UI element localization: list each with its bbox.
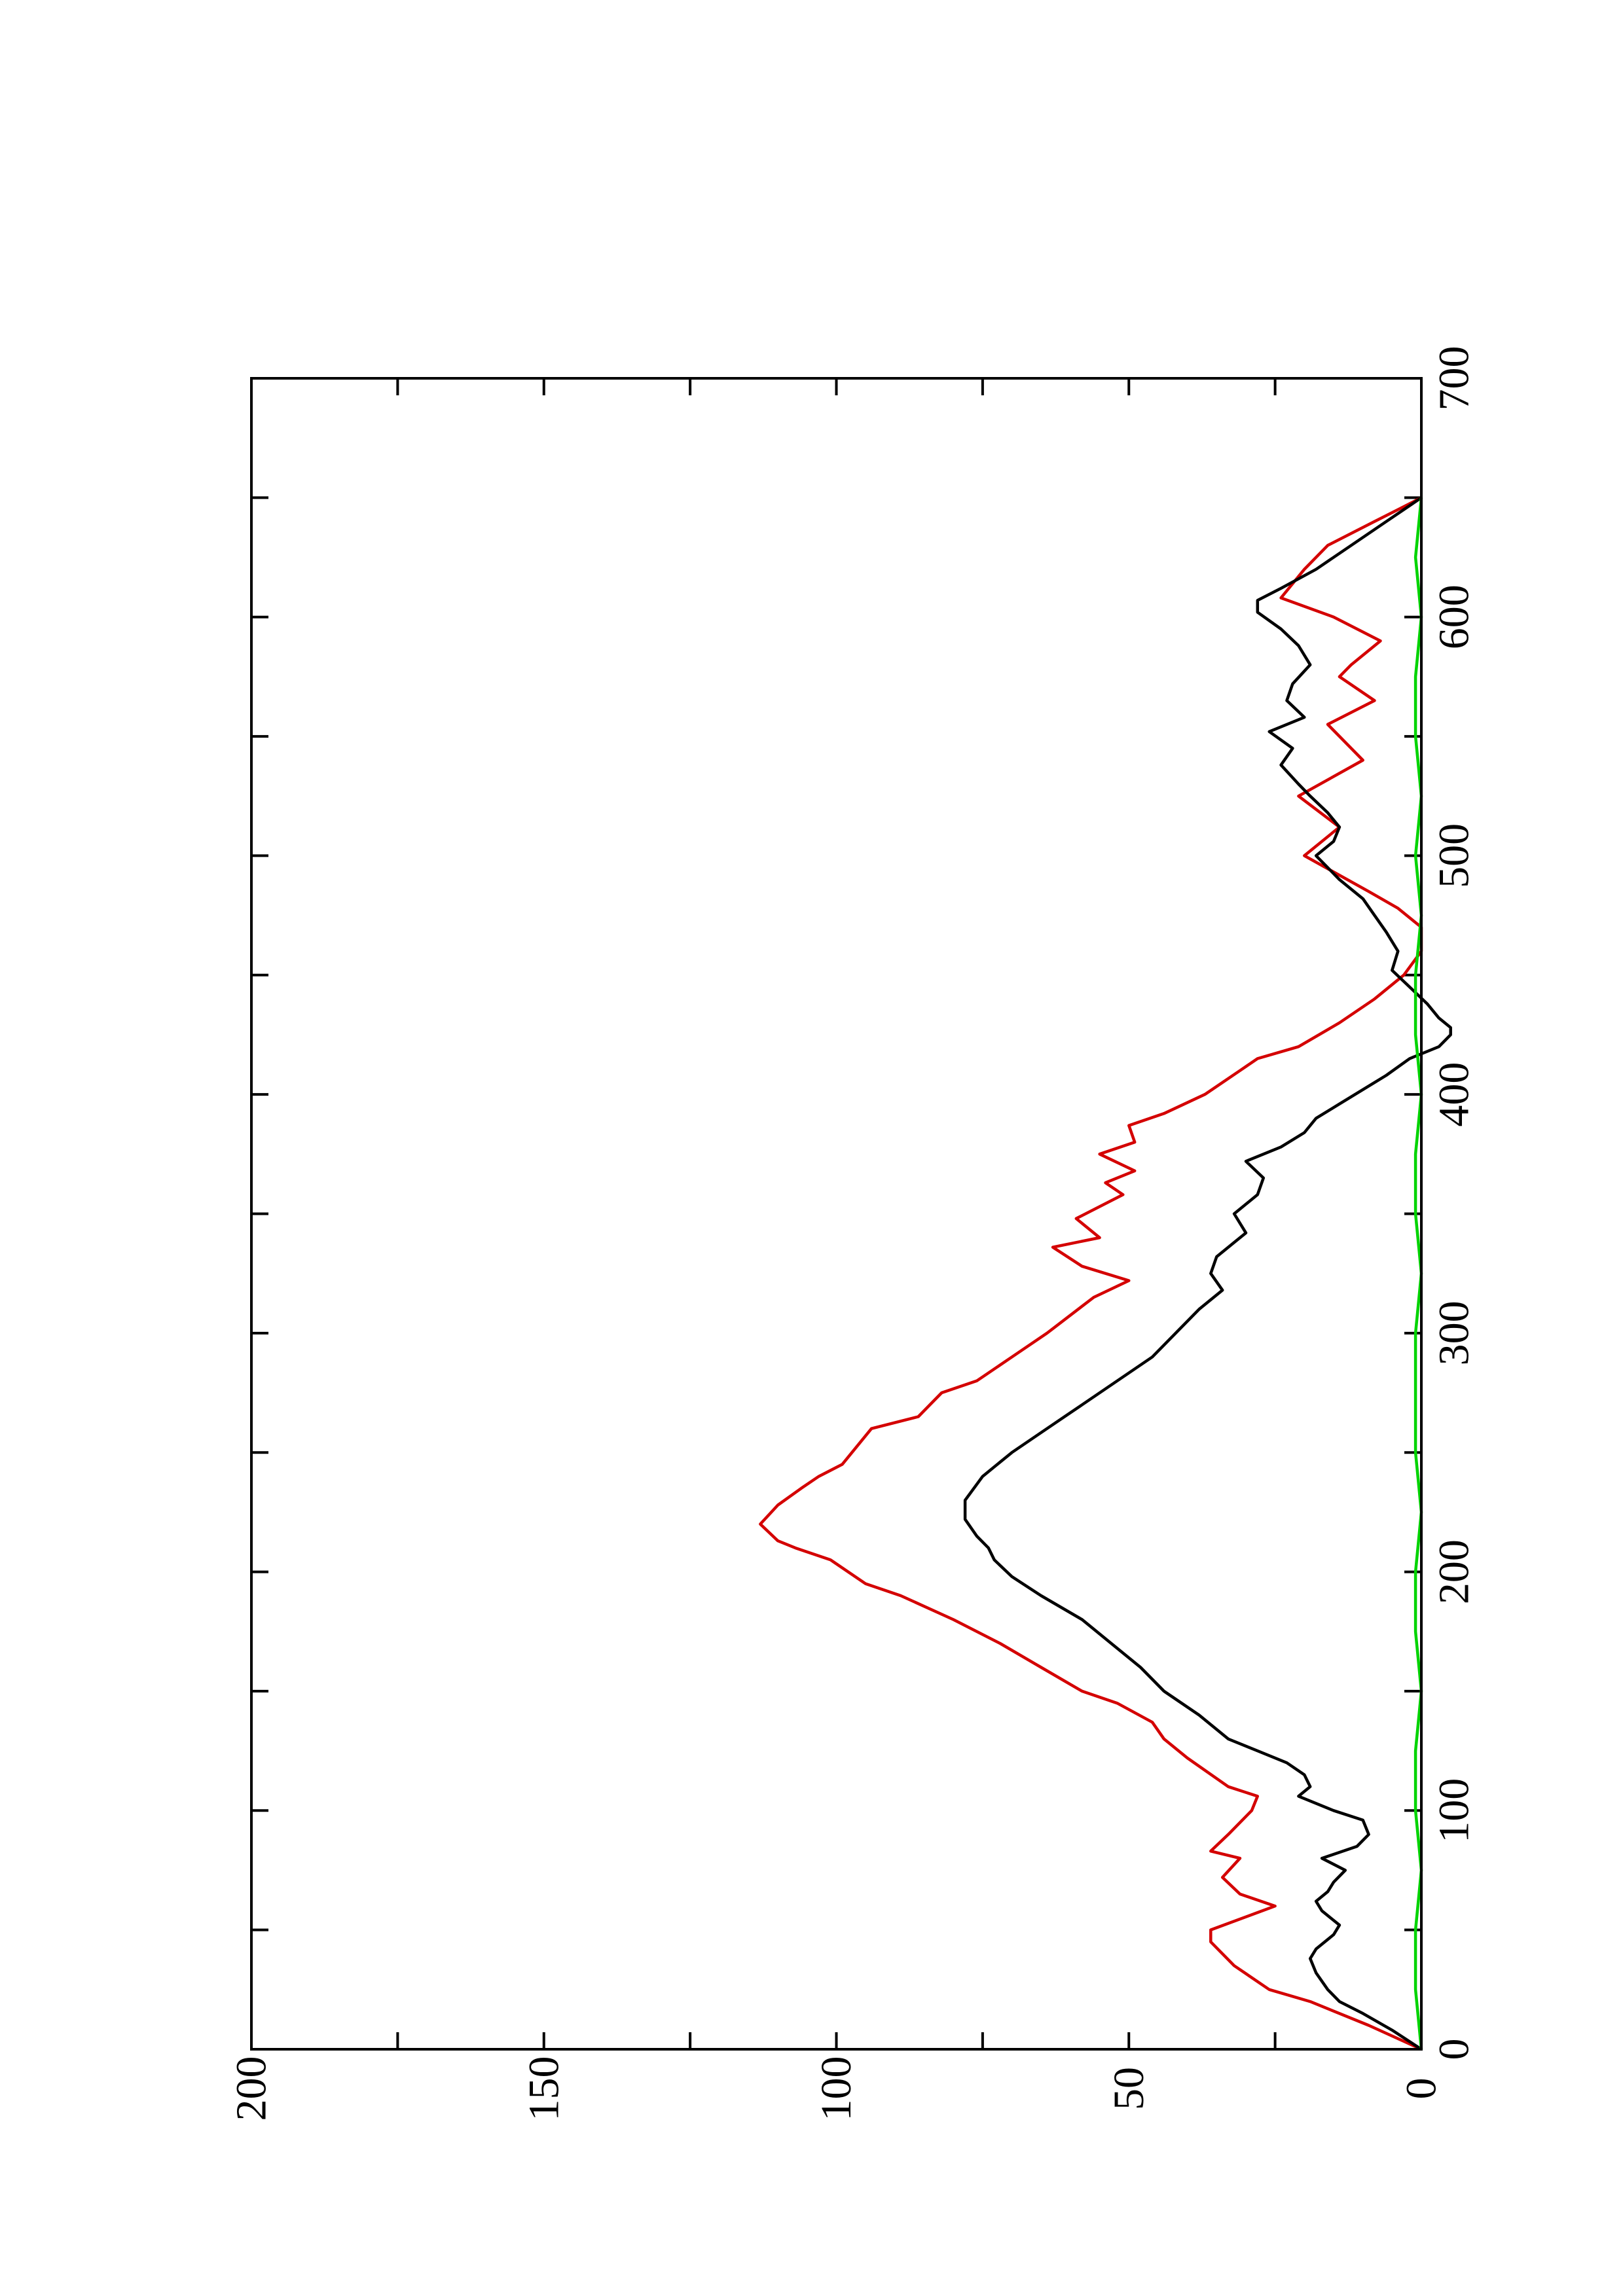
tick-labels: 0 100 200 300 400 500 600 700 0 50 100 150 200 — [228, 346, 1478, 2121]
x-tick-label: 300 — [1431, 1300, 1478, 1365]
y-tick-label: 0 — [1398, 2078, 1446, 2100]
x-tick-label: 100 — [1431, 1778, 1478, 1843]
plot-frame — [250, 377, 1423, 2051]
series-lines — [759, 496, 1452, 2051]
y-tick-label: 100 — [812, 2056, 860, 2121]
x-tick-label: 600 — [1431, 584, 1478, 649]
y-tick-label: 50 — [1105, 2067, 1153, 2110]
y-tick-label: 200 — [228, 2056, 276, 2121]
y-tick-label: 150 — [520, 2056, 568, 2121]
x-tick-label: 500 — [1431, 823, 1478, 888]
x-tick-label: 200 — [1431, 1539, 1478, 1604]
x-tick-label: 0 — [1431, 2039, 1478, 2060]
series-line-1 — [759, 496, 1423, 2051]
x-tick-label: 400 — [1431, 1062, 1478, 1127]
x-tick-label: 700 — [1431, 346, 1478, 411]
series-line-2 — [963, 496, 1452, 2051]
tick-marks — [250, 377, 1423, 2051]
